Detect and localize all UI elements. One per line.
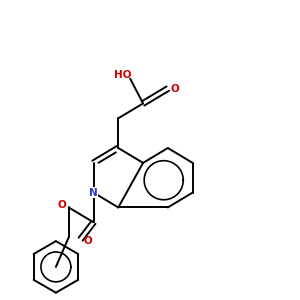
Text: O: O [57,200,66,211]
Text: O: O [170,84,179,94]
Text: HO: HO [113,70,131,80]
Text: N: N [89,188,98,198]
Text: O: O [83,236,92,246]
